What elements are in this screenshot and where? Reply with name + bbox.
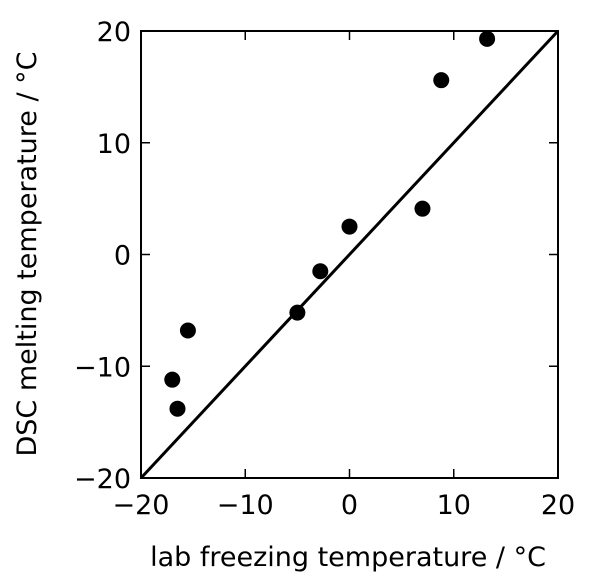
data-point-3 <box>179 322 196 339</box>
x-tick-label: 10 <box>437 490 471 521</box>
x-tick-label: 20 <box>541 490 575 521</box>
x-tick-label: 0 <box>341 490 358 521</box>
identity-line-layer <box>139 29 560 480</box>
data-point-9 <box>479 30 496 47</box>
data-points-layer <box>164 30 496 417</box>
identity-line <box>139 29 560 480</box>
data-point-4 <box>289 304 306 321</box>
x-tick-label: −20 <box>113 490 170 521</box>
y-ticks-layer: −20 −10 0 10 20 <box>74 17 558 495</box>
x-ticks-layer: −20 −10 0 10 20 <box>113 31 575 521</box>
y-tick-label: −20 <box>74 464 131 495</box>
data-point-8 <box>433 72 450 89</box>
x-axis-label: lab freezing temperature / °C <box>150 542 546 573</box>
y-tick-label: 20 <box>97 17 131 48</box>
y-tick-label: −10 <box>74 352 131 383</box>
data-point-1 <box>164 371 181 388</box>
data-point-7 <box>414 200 431 217</box>
data-point-6 <box>341 218 358 235</box>
y-tick-label: 0 <box>114 241 131 272</box>
data-point-2 <box>169 400 186 417</box>
data-point-5 <box>312 263 329 280</box>
x-tick-label: −10 <box>217 490 274 521</box>
y-tick-label: 10 <box>97 129 131 160</box>
y-axis-label: DSC melting temperature / °C <box>12 51 43 456</box>
